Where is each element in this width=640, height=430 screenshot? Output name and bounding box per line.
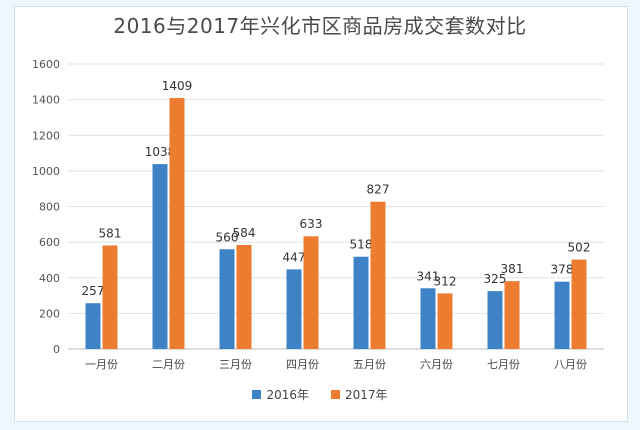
bar-2016 <box>219 249 235 349</box>
data-label: 518 <box>350 238 373 252</box>
legend-swatch-2017 <box>331 390 340 399</box>
data-label: 502 <box>568 241 591 255</box>
bar-2017 <box>571 259 587 349</box>
bar-2017 <box>504 281 520 349</box>
bar-2017 <box>102 245 118 349</box>
data-label: 560 <box>216 230 239 244</box>
data-label: 1409 <box>162 79 193 93</box>
legend-item-2016: 2016年 <box>252 386 309 403</box>
x-tick-label: 五月份 <box>353 358 386 371</box>
y-tick-label: 600 <box>39 236 60 249</box>
legend-item-2017: 2017年 <box>331 386 388 403</box>
x-tick-label: 四月份 <box>286 358 319 371</box>
data-label: 341 <box>417 269 440 283</box>
x-tick-label: 二月份 <box>152 358 185 371</box>
data-label: 633 <box>300 217 323 231</box>
data-label: 447 <box>283 250 306 264</box>
data-label: 584 <box>233 226 256 240</box>
x-tick-label: 一月份 <box>85 358 118 371</box>
bar-2017 <box>169 98 185 349</box>
data-label: 1038 <box>145 145 176 159</box>
x-tick-label: 六月份 <box>420 358 453 371</box>
data-label: 827 <box>367 183 390 197</box>
bar-2016 <box>353 256 369 349</box>
y-tick-label: 1400 <box>32 94 60 107</box>
legend-label-2017: 2017年 <box>345 388 388 402</box>
chart-frame <box>14 6 628 422</box>
y-tick-label: 1200 <box>32 129 60 142</box>
x-tick-label: 八月份 <box>554 358 587 371</box>
bar-2016 <box>152 164 168 349</box>
data-label: 312 <box>434 274 457 288</box>
bar-2016 <box>85 303 101 349</box>
bar-2017 <box>370 201 386 349</box>
data-label: 325 <box>484 272 507 286</box>
y-tick-label: 0 <box>53 343 60 356</box>
y-tick-label: 200 <box>39 307 60 320</box>
bar-2017 <box>303 236 319 349</box>
bar-2016 <box>286 269 302 349</box>
bar-2017 <box>236 244 252 349</box>
bar-2016 <box>420 288 436 349</box>
data-label: 581 <box>99 227 122 241</box>
bar-2016 <box>554 281 570 349</box>
data-label: 257 <box>82 284 105 298</box>
legend-label-2016: 2016年 <box>266 388 309 402</box>
data-label: 381 <box>501 262 524 276</box>
y-tick-label: 400 <box>39 272 60 285</box>
chart-title: 2016与2017年兴化市区商品房成交套数对比 <box>113 14 527 38</box>
legend: 2016年 2017年 <box>0 386 640 403</box>
x-tick-label: 七月份 <box>487 358 520 371</box>
y-tick-label: 1000 <box>32 165 60 178</box>
data-label: 378 <box>551 263 574 277</box>
y-tick-label: 800 <box>39 201 60 214</box>
y-tick-label: 1600 <box>32 58 60 71</box>
x-tick-label: 三月份 <box>219 358 252 371</box>
bar-2017 <box>437 293 453 349</box>
legend-swatch-2016 <box>252 390 262 399</box>
bar-2016 <box>487 291 503 349</box>
